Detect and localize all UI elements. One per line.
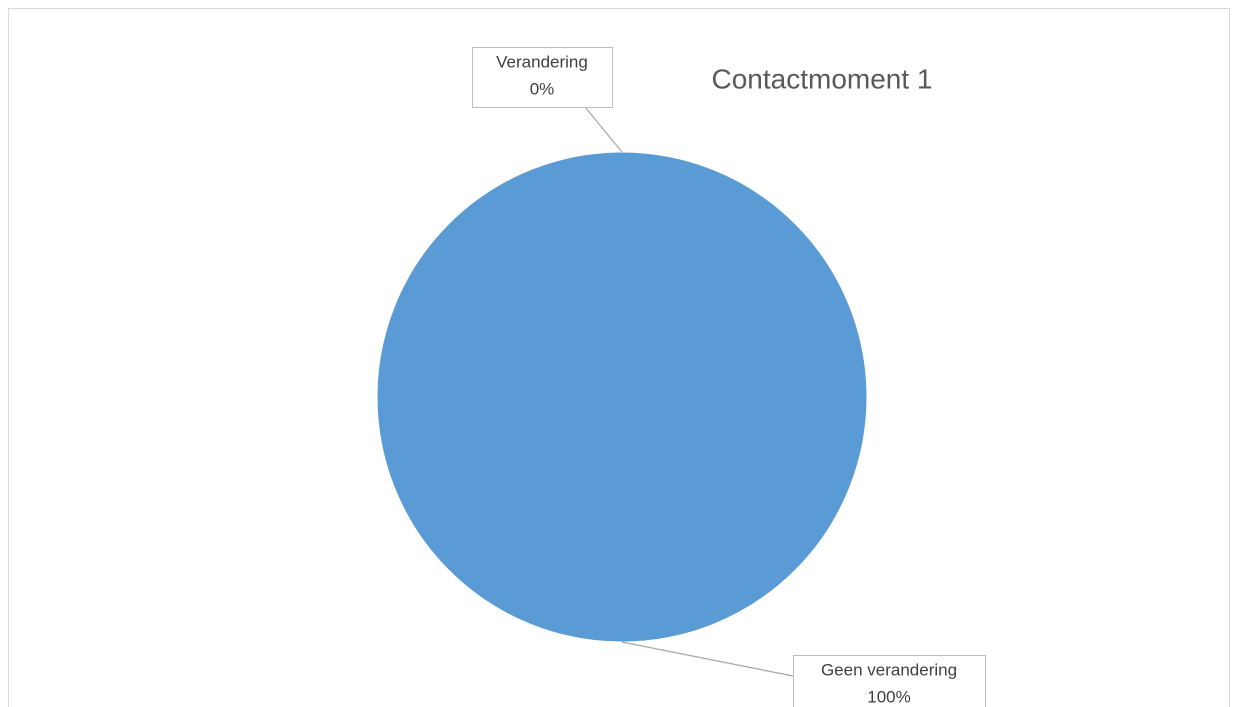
data-label-value: 0%	[530, 79, 555, 98]
data-label-name: Geen verandering	[821, 660, 957, 679]
leader-line	[621, 641, 794, 677]
leader-line	[584, 106, 623, 153]
data-label-value: 100%	[867, 687, 910, 706]
data-label-box	[793, 655, 986, 707]
data-label-box	[472, 47, 613, 108]
data-label-name: Verandering	[496, 52, 588, 71]
chart-title: Contactmoment 1	[712, 63, 933, 94]
pie-slice	[374, 149, 870, 645]
